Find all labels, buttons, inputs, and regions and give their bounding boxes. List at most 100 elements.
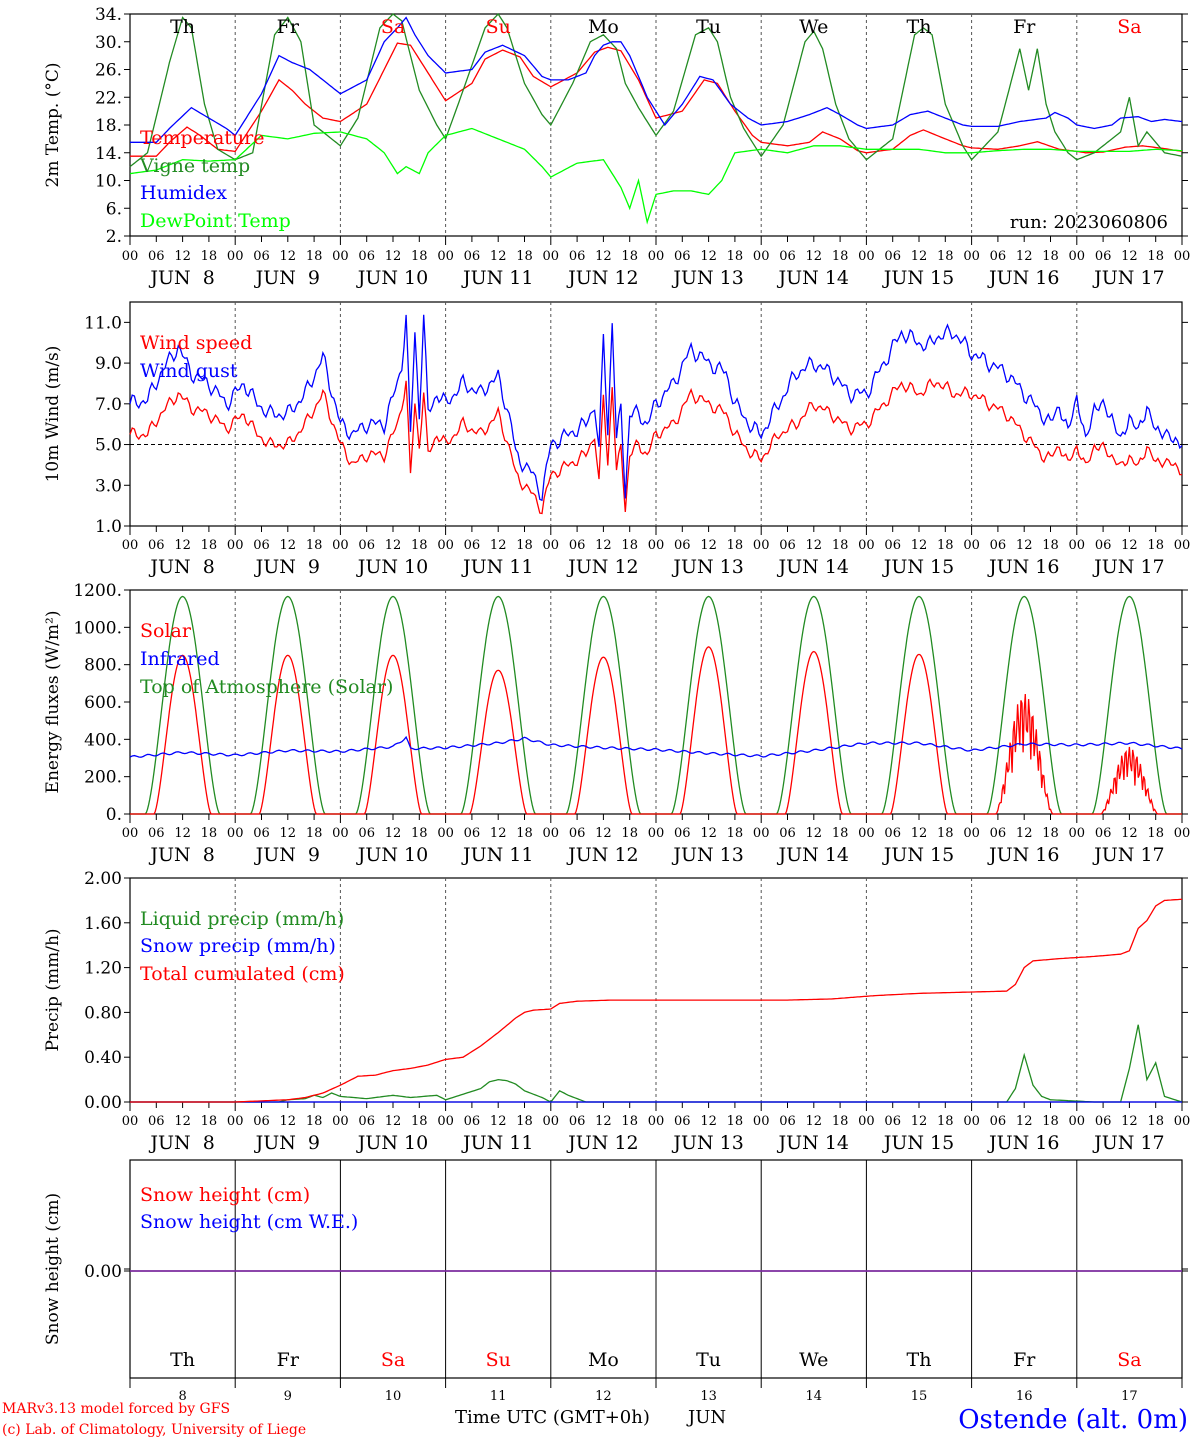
x-tick-label: 00 bbox=[122, 826, 139, 841]
x-tick-label: 06 bbox=[674, 538, 691, 553]
solar-series bbox=[130, 646, 1182, 815]
date-label: JUN 16 bbox=[987, 1132, 1059, 1154]
x-tick-label: 06 bbox=[779, 826, 796, 841]
x-tick-label: 12 bbox=[595, 538, 612, 553]
x-tick-label: 00 bbox=[1174, 249, 1191, 264]
x-tick-label: 06 bbox=[464, 826, 481, 841]
y-tick-label: 10. bbox=[95, 172, 122, 192]
date-label: JUN 12 bbox=[566, 556, 638, 578]
x-tick-label: 12 bbox=[1121, 1114, 1138, 1129]
legend-entry: Snow height (cm W.E.) bbox=[140, 1211, 358, 1233]
day-number-label: 12 bbox=[595, 1389, 612, 1404]
x-tick-label: 18 bbox=[1042, 826, 1059, 841]
x-tick-label: 12 bbox=[700, 249, 717, 264]
x-tick-label: 00 bbox=[122, 1114, 139, 1129]
station-label: Ostende (alt. 0m) bbox=[958, 1405, 1188, 1435]
precip-series-2 bbox=[130, 898, 1183, 1103]
x-tick-label: 18 bbox=[1042, 1114, 1059, 1129]
date-label: JUN 11 bbox=[461, 556, 533, 578]
x-tick-label: 06 bbox=[569, 1114, 586, 1129]
date-label: JUN 8 bbox=[148, 267, 214, 289]
date-label: JUN 15 bbox=[882, 844, 954, 866]
x-tick-label: 12 bbox=[280, 249, 297, 264]
date-label: JUN 10 bbox=[356, 1132, 428, 1154]
x-tick-label: 00 bbox=[963, 1114, 980, 1129]
x-tick-label: 18 bbox=[1147, 826, 1164, 841]
weekday-label: Fr bbox=[277, 1349, 300, 1371]
weekday-label: We bbox=[799, 16, 828, 38]
x-tick-label: 18 bbox=[621, 826, 638, 841]
x-tick-label: 12 bbox=[174, 538, 191, 553]
x-tick-label: 00 bbox=[227, 1114, 244, 1129]
x-tick-label: 00 bbox=[753, 1114, 770, 1129]
date-label: JUN 16 bbox=[987, 844, 1059, 866]
x-tick-label: 18 bbox=[937, 826, 954, 841]
temp-series-3 bbox=[129, 127, 1183, 225]
x-tick-label: 12 bbox=[490, 538, 507, 553]
x-tick-label: 18 bbox=[306, 826, 323, 841]
x-tick-label: 06 bbox=[884, 249, 901, 264]
weekday-label: Fr bbox=[277, 16, 300, 38]
weekday-label: Tu bbox=[696, 16, 721, 38]
legend-entry: Solar bbox=[140, 620, 192, 642]
x-tick-label: 12 bbox=[385, 1114, 402, 1129]
y-axis-label: Snow height (cm) bbox=[43, 1193, 63, 1345]
x-tick-label: 12 bbox=[806, 1114, 823, 1129]
legend-entry: Snow precip (mm/h) bbox=[140, 935, 336, 957]
weekday-label: Sa bbox=[381, 1349, 405, 1371]
x-tick-label: 18 bbox=[832, 826, 849, 841]
legend-entry: Total cumulated (cm) bbox=[140, 963, 345, 985]
y-tick-label: 11.0 bbox=[84, 313, 122, 333]
x-tick-label: 12 bbox=[280, 1114, 297, 1129]
x-tick-label: 00 bbox=[437, 249, 454, 264]
x-tick-label: 12 bbox=[911, 538, 928, 553]
y-tick-label: 400. bbox=[84, 730, 122, 750]
x-tick-label: 06 bbox=[464, 249, 481, 264]
x-tick-label: 00 bbox=[437, 826, 454, 841]
y-tick-label: 800. bbox=[84, 656, 122, 676]
x-tick-label: 06 bbox=[148, 538, 165, 553]
y-tick-label: 22. bbox=[95, 88, 122, 108]
date-label: JUN 13 bbox=[671, 267, 743, 289]
x-tick-label: 12 bbox=[595, 1114, 612, 1129]
weekday-label: Mo bbox=[588, 16, 619, 38]
temp-series-1 bbox=[129, 12, 1183, 168]
footer-model-line: MARv3.13 model forced by GFS bbox=[2, 1401, 230, 1417]
x-tick-label: 00 bbox=[332, 538, 349, 553]
weekday-label: Fr bbox=[1013, 16, 1036, 38]
day-number-label: 8 bbox=[178, 1389, 186, 1404]
x-tick-label: 18 bbox=[1147, 1114, 1164, 1129]
x-tick-label: 00 bbox=[1069, 826, 1086, 841]
x-tick-label: 18 bbox=[201, 538, 218, 553]
day-number-label: 13 bbox=[700, 1389, 717, 1404]
y-tick-label: 18. bbox=[95, 116, 122, 136]
date-label: JUN 13 bbox=[671, 844, 743, 866]
date-label: JUN 9 bbox=[254, 1132, 320, 1154]
x-tick-label: 00 bbox=[227, 538, 244, 553]
x-tick-label: 18 bbox=[727, 826, 744, 841]
x-tick-label: 12 bbox=[1121, 249, 1138, 264]
x-tick-label: 12 bbox=[1121, 826, 1138, 841]
y-tick-label: 1200. bbox=[73, 581, 122, 601]
x-axis-month: JUN bbox=[686, 1407, 726, 1428]
x-tick-label: 18 bbox=[727, 249, 744, 264]
x-tick-label: 00 bbox=[437, 1114, 454, 1129]
day-number-label: 14 bbox=[806, 1389, 823, 1404]
weekday-label: Sa bbox=[1117, 16, 1141, 38]
date-label: JUN 8 bbox=[148, 1132, 214, 1154]
series-lines bbox=[129, 12, 1183, 1272]
x-tick-label: 12 bbox=[700, 826, 717, 841]
x-tick-label: 06 bbox=[884, 538, 901, 553]
x-tick-label: 06 bbox=[674, 249, 691, 264]
x-tick-label: 12 bbox=[806, 538, 823, 553]
date-label: JUN 11 bbox=[461, 844, 533, 866]
x-tick-label: 12 bbox=[911, 1114, 928, 1129]
temp-series-0 bbox=[130, 42, 1183, 157]
x-tick-label: 00 bbox=[122, 249, 139, 264]
legend-entry: Top of Atmosphere (Solar) bbox=[140, 676, 393, 698]
day-number-label: 17 bbox=[1121, 1389, 1138, 1404]
x-tick-label: 06 bbox=[1095, 538, 1112, 553]
x-tick-label: 00 bbox=[648, 538, 665, 553]
date-label: JUN 13 bbox=[671, 556, 743, 578]
